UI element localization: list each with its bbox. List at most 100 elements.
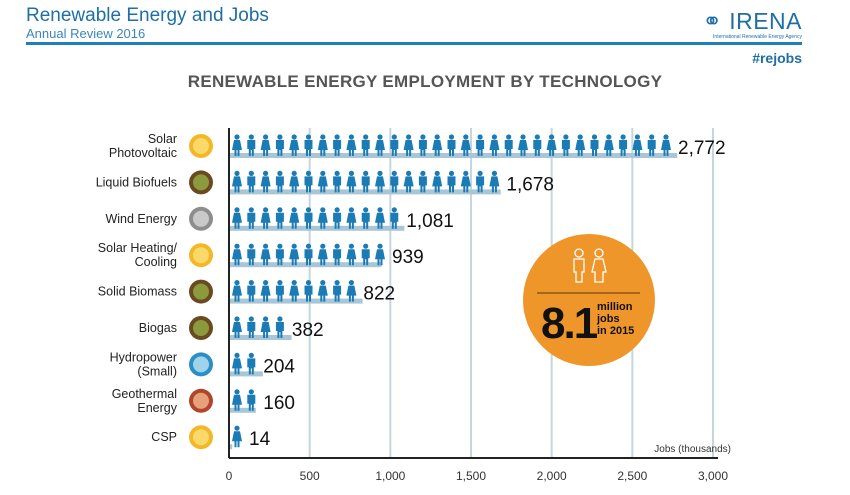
man-icon	[390, 176, 399, 193]
icon-center	[193, 392, 209, 409]
woman-icon	[289, 285, 300, 302]
category-label-line: Wind Energy	[105, 212, 177, 226]
bar-row: Solar Photovoltaic 2,772	[109, 132, 726, 160]
badge-value: 8.1	[541, 299, 598, 348]
person-head	[234, 207, 240, 213]
icon-center	[193, 429, 209, 446]
value-label: 822	[363, 284, 395, 305]
person-head	[234, 170, 240, 176]
woman-icon	[575, 140, 586, 156]
woman-icon	[260, 322, 271, 338]
person-head	[377, 243, 383, 249]
icon-center	[193, 283, 209, 300]
man-icon	[390, 140, 399, 156]
category-label: Hydropower (Small)	[110, 350, 177, 378]
man-icon	[333, 140, 342, 156]
person-head	[320, 280, 326, 286]
person-head	[434, 134, 440, 140]
man-icon	[275, 176, 284, 193]
person-head	[406, 134, 412, 140]
woman-icon	[232, 176, 242, 193]
person-head	[520, 134, 526, 140]
person-head	[234, 389, 240, 395]
man-icon	[247, 176, 256, 193]
person-head	[305, 280, 312, 286]
person-head	[234, 425, 240, 431]
volcano-icon	[189, 388, 213, 413]
woman-icon	[346, 285, 357, 302]
man-icon	[476, 140, 485, 156]
woman-icon	[232, 322, 242, 338]
hashtag: #rejobs	[752, 50, 802, 66]
woman-icon	[518, 140, 528, 156]
person-head	[348, 243, 354, 249]
man-icon	[361, 212, 370, 229]
woman-icon	[260, 212, 271, 229]
sun-icon	[189, 425, 213, 450]
badge-caption: million	[597, 301, 633, 313]
person-head	[348, 207, 354, 213]
bar-row: CSP 14	[151, 425, 271, 450]
bar	[230, 371, 263, 377]
woman-icon	[603, 140, 614, 156]
value-label: 939	[392, 247, 424, 268]
person-head	[334, 134, 340, 140]
person-head	[277, 316, 283, 322]
woman-icon	[232, 394, 242, 411]
person-head	[491, 170, 497, 176]
man-icon	[247, 322, 256, 338]
person-head	[391, 134, 397, 140]
person-head	[291, 243, 297, 249]
person-head	[363, 243, 369, 249]
man-icon	[304, 249, 313, 266]
x-axis-label: Jobs (thousands)	[654, 444, 731, 455]
person-head	[305, 170, 312, 176]
man-icon	[504, 140, 513, 156]
man-icon	[275, 322, 284, 338]
leaf-icon	[189, 316, 213, 340]
category-label-line: CSP	[151, 430, 177, 444]
person-head	[305, 134, 312, 140]
chart-title: RENEWABLE ENERGY EMPLOYMENT BY TECHNOLOG…	[187, 72, 663, 91]
category-label-line: Solar Heating/	[98, 241, 178, 255]
person-head	[263, 243, 269, 249]
leaf-icon	[189, 279, 213, 304]
bar	[230, 225, 405, 231]
person-head	[391, 170, 397, 176]
woman-icon	[317, 249, 328, 266]
x-tick-label: 0	[226, 469, 233, 483]
person-head	[649, 134, 655, 140]
man-icon	[476, 176, 485, 193]
icon-center	[193, 174, 209, 191]
person-head	[348, 134, 354, 140]
person-head	[277, 134, 283, 140]
person-head	[263, 207, 269, 213]
badge-caption: jobs	[596, 313, 620, 325]
person-head	[448, 170, 455, 176]
category-label-line: Solar	[148, 132, 177, 146]
bar	[230, 335, 292, 340]
bar	[230, 189, 501, 195]
person-head	[248, 389, 254, 395]
category-label: Solar Heating/Cooling	[98, 241, 178, 269]
man-icon	[304, 285, 313, 302]
man-icon	[333, 212, 342, 229]
person-head	[506, 134, 512, 140]
x-tick-label: 500	[300, 469, 320, 483]
woman-icon	[232, 431, 242, 448]
person-head	[606, 134, 612, 140]
woman-icon	[289, 140, 300, 156]
person-head	[320, 170, 326, 176]
bar-row: Solid Biomass 822	[98, 279, 395, 305]
person-head	[477, 170, 483, 176]
woman-icon	[489, 176, 500, 193]
man-icon	[418, 140, 427, 156]
person-head	[320, 243, 326, 249]
person-head	[663, 134, 669, 140]
person-head	[234, 316, 240, 322]
water-drop-icon	[189, 352, 213, 377]
person-head	[348, 170, 354, 176]
category-label: Solid Biomass	[98, 285, 177, 299]
value-label: 1,081	[406, 211, 454, 232]
person-head	[549, 134, 555, 140]
